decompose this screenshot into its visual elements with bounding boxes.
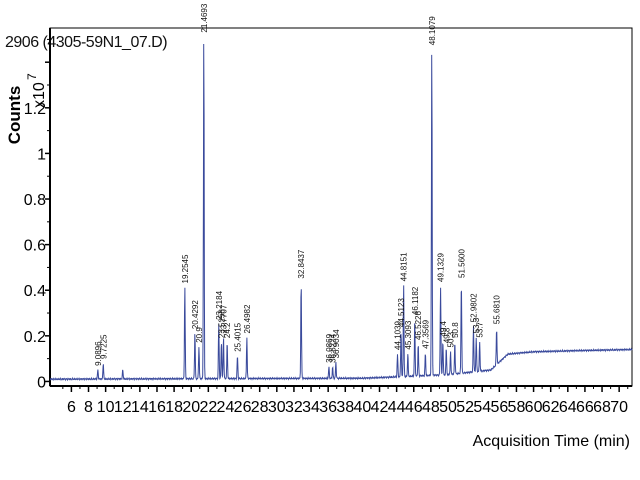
peak-label: 24.2 — [223, 322, 232, 338]
peak-label: 23.5258 — [217, 309, 226, 338]
x-tick-label: 56 — [490, 399, 508, 416]
peak-label: 9.0896 — [94, 341, 103, 366]
chromatogram-trace — [49, 43, 633, 382]
peak-label: 45.3093 — [404, 320, 413, 349]
peak-label: 20.4292 — [191, 300, 200, 329]
peak-label: 23.2184 — [215, 290, 224, 319]
x-tick-label: 64 — [559, 399, 577, 416]
peak-label: 21.4693 — [200, 3, 209, 32]
peak-label: 44.1039 — [394, 321, 403, 350]
x-tick-label: 66 — [576, 399, 594, 416]
x-tick-label: 42 — [371, 399, 389, 416]
peak-label: 47.3569 — [421, 319, 430, 348]
peak-label: 32.8437 — [297, 249, 306, 278]
y-multiplier: x10 — [31, 82, 48, 108]
peak-label: 36.9034 — [332, 329, 341, 358]
x-tick-label: 20 — [182, 399, 200, 416]
peak-label: 25.4015 — [234, 322, 243, 351]
x-tick-label: 70 — [610, 399, 628, 416]
x-tick-label: 50 — [439, 399, 457, 416]
x-tick-label: 8 — [84, 399, 93, 416]
sample-title: 2906 (4305-59N1_07.D) — [5, 34, 168, 51]
x-tick-label: 54 — [473, 399, 491, 416]
x-tick-label: 68 — [593, 399, 611, 416]
x-tick-label: 30 — [268, 399, 286, 416]
peak-label: 53.3 — [472, 317, 481, 333]
peak-label: 44.5123 — [397, 298, 406, 327]
y-tick-label: 0.6 — [24, 238, 46, 255]
peak-label: 36.5224 — [329, 333, 338, 362]
y-tick-label: 0.8 — [24, 192, 46, 209]
x-tick-label: 44 — [388, 399, 406, 416]
peak-label: 50.8 — [451, 322, 460, 338]
x-tick-label: 14 — [131, 399, 149, 416]
x-tick-label: 6 — [67, 399, 76, 416]
peak-label: 53.7 — [476, 321, 485, 337]
x-tick-label: 22 — [199, 399, 217, 416]
peak-label: 52.9802 — [470, 293, 479, 322]
peak-label: 36.0869 — [325, 333, 334, 362]
peak-label: 49.1329 — [437, 253, 446, 282]
y-axis-label: Counts — [5, 86, 24, 145]
y-multiplier-exponent: 7 — [25, 73, 39, 80]
x-tick-label: 36 — [319, 399, 337, 416]
peak-label: 46.5226 — [414, 311, 423, 340]
y-tick-label: 0 — [37, 374, 46, 391]
peak-label: 51.5600 — [457, 249, 466, 278]
x-tick-label: 38 — [336, 399, 354, 416]
x-tick-label: 32 — [285, 399, 303, 416]
peak-label: 49.4 — [439, 320, 448, 336]
peak-label: 46.1182 — [411, 286, 420, 315]
x-axis-label: Acquisition Time (min) — [473, 433, 630, 450]
peak-label: 20.9 — [195, 327, 204, 343]
x-tick-label: 34 — [302, 399, 320, 416]
x-tick-label: 12 — [114, 399, 132, 416]
x-tick-label: 60 — [525, 399, 543, 416]
x-tick-label: 62 — [542, 399, 560, 416]
x-tick-label: 52 — [456, 399, 474, 416]
plot-frame — [49, 27, 633, 387]
peak-label: 48.1079 — [428, 16, 437, 45]
peak-label: 55.6810 — [493, 295, 502, 324]
x-tick-label: 48 — [422, 399, 440, 416]
x-tick-label: 40 — [353, 399, 371, 416]
y-tick-label: 0.4 — [24, 283, 46, 300]
peak-label: 49.8 — [442, 327, 451, 343]
peak-label: 9.7225 — [99, 334, 108, 359]
x-tick-label: 58 — [508, 399, 526, 416]
peak-label: 26.4982 — [243, 304, 252, 333]
y-tick-label: 1 — [37, 146, 46, 163]
y-tick-label: 0.2 — [24, 329, 46, 346]
x-tick-label: 18 — [165, 399, 183, 416]
y-tick-label: 1.2 — [24, 101, 46, 118]
x-tick-label: 46 — [405, 399, 423, 416]
peak-label: 19.2545 — [181, 254, 190, 283]
x-tick-label: 10 — [97, 399, 115, 416]
peak-label: 44.8151 — [400, 252, 409, 281]
x-tick-label: 26 — [234, 399, 252, 416]
x-tick-label: 24 — [217, 399, 235, 416]
peak-label: 23.7707 — [220, 304, 229, 333]
x-tick-label: 16 — [148, 399, 166, 416]
peak-label: 50.3 — [447, 331, 456, 347]
x-tick-label: 28 — [251, 399, 269, 416]
